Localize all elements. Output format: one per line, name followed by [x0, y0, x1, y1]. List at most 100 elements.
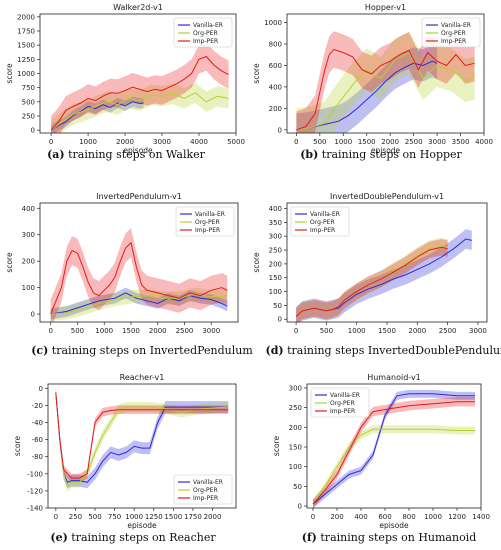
x-tick-label: 600: [378, 513, 391, 521]
subfigure-caption: (b) training steps on Hopper: [300, 148, 462, 161]
y-tick-label: 0: [278, 316, 282, 324]
y-tick-label: 400: [269, 83, 282, 91]
legend-label-vanilla-er: Vanilla-ER: [330, 392, 360, 399]
x-tick-label: 1200: [448, 513, 466, 521]
y-tick-label: 750: [22, 84, 35, 92]
legend-label-imp-per: Imp-PER: [310, 227, 335, 234]
x-tick-label: 0: [54, 513, 58, 521]
x-tick-label: 1000: [95, 327, 113, 335]
y-tick-label: 100: [269, 288, 282, 296]
x-tick-label: 1750: [184, 513, 202, 521]
band-org-per: [313, 425, 475, 508]
plot-frame: [39, 202, 239, 323]
y-tick-label: 50: [293, 483, 302, 491]
x-tick-label: 1250: [145, 513, 163, 521]
x-tick-label: 3000: [153, 138, 171, 146]
y-tick-label: 200: [269, 260, 282, 268]
x-tick-label: 0: [294, 327, 298, 335]
line-vanilla-er: [50, 292, 228, 315]
x-tick-label: 2500: [439, 327, 457, 335]
subfigure-caption: (c) training steps on InvertedPendulum: [31, 344, 253, 357]
y-tick-label: 0: [31, 311, 35, 319]
y-axis-label: score: [272, 436, 281, 457]
x-tick-label: 5000: [227, 138, 245, 146]
x-axis-label: episode: [123, 146, 153, 155]
line-vanilla-er: [50, 101, 144, 131]
chart-title: Humanoid-v1: [367, 373, 421, 382]
line-imp-per: [296, 48, 475, 131]
y-tick-label: 300: [269, 233, 282, 241]
line-org-per: [55, 392, 229, 488]
line-imp-per: [55, 392, 229, 479]
subplot-6: 0 200 400 600 800 1000 1200 1400 0 50 100 150 200 250…: [272, 373, 490, 544]
legend-label-vanilla-er: Vanilla-ER: [193, 479, 223, 486]
chart-title: Reacher-v1: [120, 373, 165, 382]
subfigure-caption: (f) training steps on Humanoid: [302, 531, 477, 544]
x-tick-label: 1000: [334, 138, 352, 146]
line-org-per: [312, 428, 475, 505]
y-axis-label: score: [252, 63, 261, 84]
y-tick-label: 500: [22, 98, 35, 106]
x-tick-label: 1500: [358, 138, 376, 146]
x-tick-label: 1000: [424, 513, 442, 521]
x-tick-label: 0: [311, 513, 315, 521]
x-tick-label: 2500: [176, 327, 194, 335]
line-vanilla-er: [296, 60, 438, 131]
chart-title: InvertedPendulum-v1: [96, 192, 182, 201]
band-imp-per: [51, 42, 229, 133]
y-tick-label: 0: [298, 503, 302, 511]
y-tick-label: 1750: [17, 28, 35, 36]
x-tick-label: 1500: [378, 327, 396, 335]
subplot-5: 0 250 500 750 1000 1250 1500 1750 2000 -140 -120 -1…: [13, 373, 237, 544]
y-tick-label: 0: [39, 385, 43, 393]
y-tick-label: -140: [27, 505, 43, 513]
legend-label-org-per: Org-PER: [195, 219, 220, 226]
plot-frame: [306, 383, 482, 509]
x-tick-label: 0: [49, 138, 53, 146]
line-vanilla-er: [55, 392, 229, 483]
caption-text: training steps InvertedDoublePendulum: [284, 344, 501, 357]
caption-letter: (e): [50, 531, 67, 544]
y-tick-label: 600: [269, 62, 282, 70]
x-tick-label: 1500: [164, 513, 182, 521]
legend-label-org-per: Org-PER: [193, 487, 218, 494]
line-imp-per: [50, 55, 229, 131]
subfigure-caption: (d) training steps InvertedDoublePendulu…: [266, 344, 501, 357]
band-org-per: [55, 387, 229, 492]
y-tick-label: 300: [289, 384, 302, 392]
y-tick-label: 300: [22, 231, 35, 239]
band-vanilla-er: [296, 229, 472, 322]
subfigure-caption: (e) training steps on Reacher: [50, 531, 216, 544]
legend-label-org-per: Org-PER: [193, 30, 218, 37]
legend-label-org-per: Org-PER: [310, 219, 335, 226]
legend-label-vanilla-er: Vanilla-ER: [195, 211, 225, 218]
x-axis-label: episode: [127, 521, 157, 530]
y-tick-label: -20: [32, 402, 43, 410]
legend-label-org-per: Org-PER: [330, 400, 355, 407]
legend-label-imp-per: Imp-PER: [193, 38, 218, 45]
x-axis-label: episode: [379, 521, 409, 530]
line-imp-per: [312, 401, 475, 505]
x-tick-label: 2000: [116, 138, 134, 146]
y-tick-label: 200: [269, 105, 282, 113]
x-tick-label: 2000: [381, 138, 399, 146]
y-tick-label: 1000: [17, 70, 35, 78]
y-tick-label: 2000: [17, 13, 35, 21]
chart-title: InvertedDoublePendulum-v1: [330, 192, 444, 201]
subplot-2: 0 500 1000 1500 2000 2500 3000 3500 4000 0 200 400 6…: [252, 3, 493, 161]
y-tick-label: -80: [32, 453, 43, 461]
x-tick-label: 400: [354, 513, 367, 521]
x-tick-label: 1400: [472, 513, 490, 521]
plot-frame: [286, 13, 485, 134]
y-tick-label: 100: [289, 463, 302, 471]
line-org-per: [50, 92, 229, 131]
y-axis-label: score: [5, 63, 14, 84]
line-vanilla-er: [312, 393, 475, 505]
subfigure-caption: (a) training steps on Walker: [47, 148, 206, 161]
y-tick-label: 0: [278, 126, 282, 134]
legend-label-vanilla-er: Vanilla-ER: [441, 22, 471, 29]
band-org-per: [51, 82, 229, 133]
